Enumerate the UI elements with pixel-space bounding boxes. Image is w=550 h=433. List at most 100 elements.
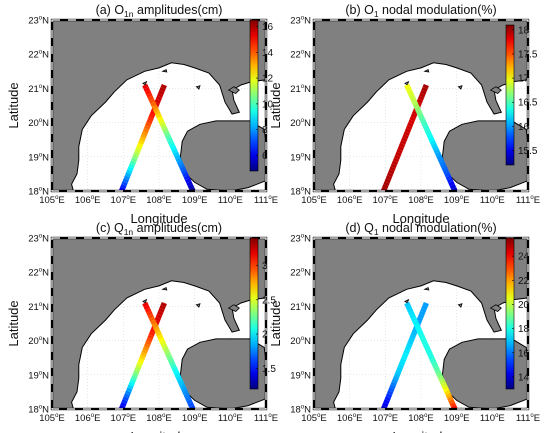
y-tick-label: 19oN [28,370,49,381]
track-1-segment [397,363,404,369]
track-1-segment [409,334,416,340]
panel-title: (d) Q1 nodal modulation(%) [345,221,496,237]
track-2-segment [142,301,149,308]
track-1-segment [389,384,396,390]
x-tick-label: 107oE [111,195,137,206]
track-2-segment [175,157,183,163]
land-island [195,303,201,308]
land-island [142,80,148,86]
track-1-segment [142,128,150,134]
track-2-segment [156,116,164,122]
x-tick-label: 107oE [373,413,399,424]
track-1-segment [149,328,157,334]
track-2-segment [404,301,411,308]
track-2-segment [417,113,424,119]
track-2-segment [414,325,422,331]
track-2-segment [441,166,449,172]
track-2-segment [186,399,193,405]
track-2-segment [178,381,185,387]
x-tick-label: 106oE [75,413,101,424]
land-island [404,80,410,86]
track-2-segment [174,154,181,160]
track-2-segment [421,340,428,346]
panel-title: (c) Q1n amplitudes(cm) [96,221,222,237]
x-tick-label: 111oE [516,413,540,424]
track-1-segment [394,154,401,160]
track-1-segment [397,145,404,151]
x-tick-label: 105oE [39,195,65,206]
track-1-segment [132,372,139,378]
track-2-segment [443,169,450,175]
colorbar-tick-label: 17 [518,74,530,85]
track-1-segment [145,122,152,128]
track-1-segment [419,310,426,316]
track-1-segment [160,301,167,307]
colorbar [505,24,515,166]
y-tick-label: 20oN [28,336,49,347]
track-1-segment [121,399,128,405]
track-1-segment [141,349,148,355]
x-tick-label: 108oE [146,195,172,206]
land-island [142,298,148,304]
track-2-segment [178,163,185,169]
track-1-segment [385,393,393,399]
track-2-segment [417,331,424,337]
track-1-segment [159,304,166,310]
track-1-segment [134,366,141,372]
map-frame [312,18,530,193]
colorbar-tick-label: 18 [518,25,530,36]
track-2-segment [148,98,156,104]
track-2-segment [420,119,427,125]
track-2-segment [406,307,414,313]
track-1-segment [128,381,135,387]
track-2-segment [425,130,432,137]
track-1-segment [136,142,144,148]
track-2-segment [432,363,439,369]
track-1-segment [121,181,128,187]
track-1-segment [132,154,139,160]
track-2-segment [430,360,438,366]
track-2-segment [181,387,188,393]
track-1-segment [120,184,127,190]
y-tick-label: 23oN [290,234,311,245]
land-island [423,69,430,73]
track-2-segment [152,107,160,113]
track-2-segment [421,122,428,128]
track-2-segment [187,401,195,408]
track-2-segment [147,313,154,319]
track-1-segment [394,372,401,378]
track-1-segment [417,95,425,101]
x-tick-label: 105oE [39,413,65,424]
track-2-segment [404,83,411,90]
track-2-segment [426,351,434,358]
track-2-segment [445,175,453,181]
colorbar-tick-label: 16 [518,348,530,359]
colorbar-tick-label: 18 [518,324,530,335]
colorbar-tick-label: 17.5 [518,49,538,60]
colorbar-tick-label: 10 [262,99,274,110]
track-1-segment [141,131,148,137]
track-1-segment [390,381,397,387]
y-tick-label: 18oN [28,405,49,416]
panel-title: (b) O1 nodal modulation(%) [345,3,496,19]
track-1-segment [391,160,398,166]
x-tick-label: 109oE [182,195,208,206]
track-1-segment [130,157,138,163]
land-island [227,304,240,312]
track-1-segment [395,151,402,157]
track-2-segment [146,310,153,316]
panel-2: 105oE 106oE 107oE 108oE 109oE 110oE 111oE 18oN 1… [268,3,540,226]
track-1-segment [411,328,419,334]
y-tick-label: 22oN [28,268,49,279]
track-1-segment [416,316,423,322]
track-1-segment [391,378,398,384]
track-1-segment [408,337,415,343]
track-2-segment [167,139,174,146]
track-1-segment [384,396,391,402]
track-1-segment [395,369,402,375]
track-2-segment [426,133,434,140]
track-2-segment [177,160,184,166]
colorbar-tick-label: 12 [262,74,274,85]
track-2-segment [168,360,176,366]
